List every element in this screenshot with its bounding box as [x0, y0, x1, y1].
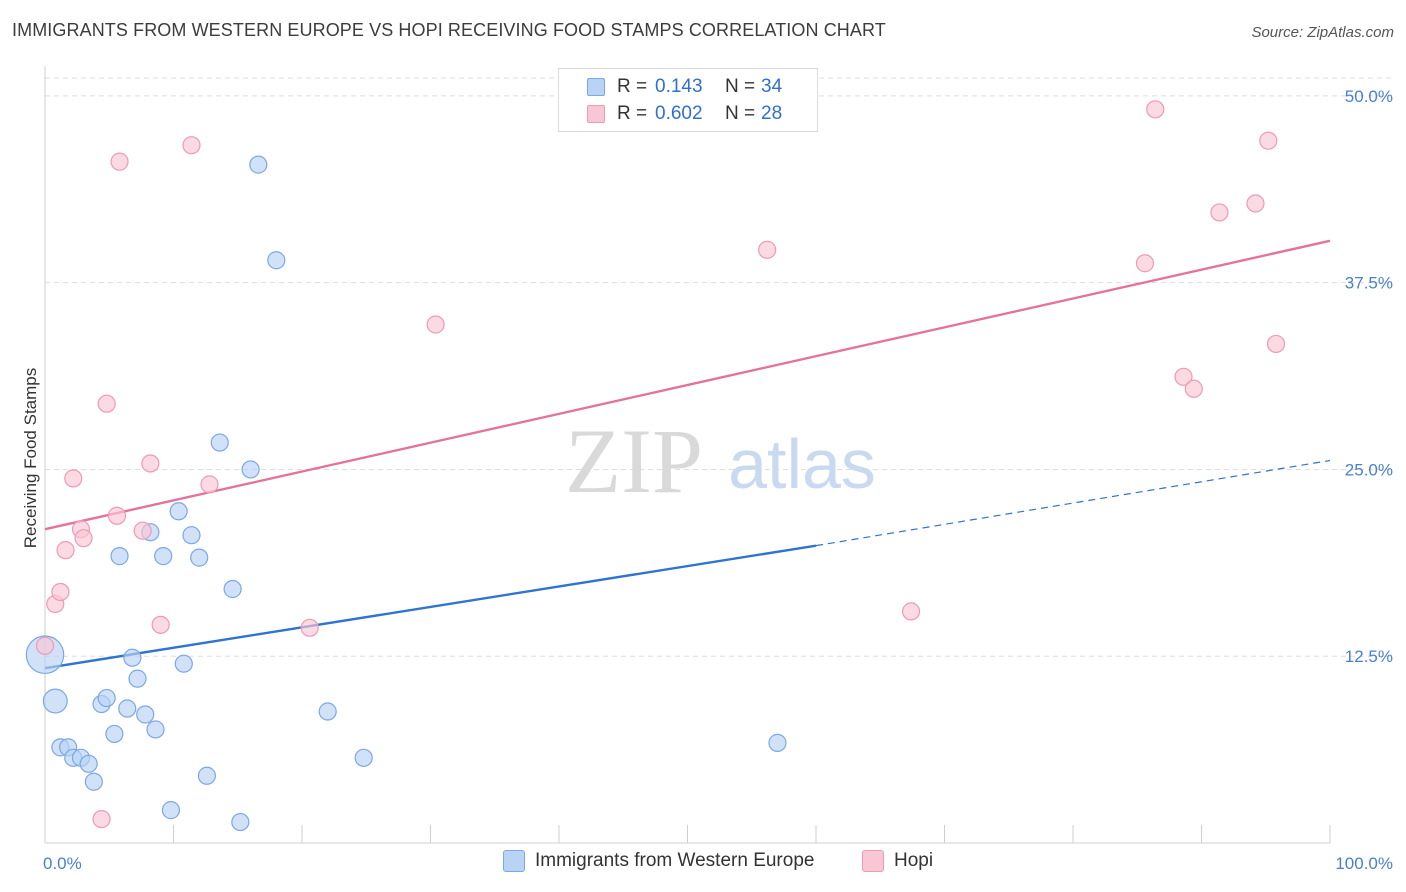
western-europe-point	[249, 155, 268, 174]
legend-n-label: N =	[725, 76, 756, 97]
hopi-point	[35, 636, 55, 655]
hopi-point	[97, 394, 116, 413]
hopi-point	[1184, 379, 1203, 398]
legend-row-pink: R = 0.602 N = 28	[587, 101, 782, 127]
y-tick-label: 50.0%	[1345, 87, 1393, 106]
hopi-point	[1246, 194, 1265, 213]
hopi-point	[182, 136, 201, 155]
legend: R = 0.143 N = 34 R = 0.602 N = 28	[558, 68, 818, 132]
legend-r-value: 0.602	[655, 103, 703, 124]
bottom-legend-swatch-pink	[862, 850, 884, 872]
western-europe-point	[182, 526, 201, 545]
y-tick-labels: 12.5% 25.0% 37.5% 50.0%	[1345, 87, 1393, 666]
watermark: ZIP atlas	[565, 410, 876, 512]
x-tick-label: 0.0%	[43, 854, 82, 873]
y-tick-label: 25.0%	[1345, 460, 1393, 479]
bottom-legend-item-hopi: Hopi	[862, 850, 933, 872]
bottom-legend-label: Hopi	[894, 850, 934, 871]
western-europe-point	[79, 754, 98, 773]
western-europe-point	[169, 502, 188, 521]
western-europe-point	[174, 654, 193, 673]
western-europe-point	[84, 772, 103, 791]
hopi-point	[92, 809, 111, 829]
hopi-point	[110, 152, 129, 171]
legend-r-label: R =	[617, 103, 648, 124]
western-europe-point	[161, 801, 181, 820]
bottom-legend-swatch-blue	[503, 850, 525, 872]
hopi-point	[151, 615, 170, 634]
hopi-point	[56, 541, 75, 560]
hopi-point	[1135, 254, 1155, 273]
x-tick-label: 100.0%	[1335, 854, 1393, 873]
hopi-point	[107, 506, 127, 525]
chart-title: IMMIGRANTS FROM WESTERN EUROPE VS HOPI R…	[12, 20, 886, 40]
hopi-point	[1259, 131, 1278, 150]
western-europe-trend-extension	[815, 459, 1331, 547]
watermark-atlas: atlas	[728, 425, 876, 503]
western-europe-point	[197, 766, 217, 785]
western-europe-point	[241, 460, 260, 479]
hopi-point	[1266, 334, 1286, 354]
legend-n-label: N =	[725, 103, 756, 124]
western-europe-point	[146, 720, 165, 739]
legend-swatch-blue	[587, 78, 605, 96]
western-europe-point	[136, 705, 155, 724]
hopi-point	[133, 521, 152, 540]
western-europe-point	[267, 251, 286, 270]
hopi-point	[426, 315, 445, 334]
western-europe-trend-line	[44, 544, 817, 670]
legend-r-label: R =	[617, 76, 648, 97]
legend-n-value: 28	[761, 103, 783, 124]
hopi-point	[1146, 100, 1165, 119]
western-europe-point	[318, 702, 337, 721]
hopi-point	[1174, 367, 1193, 386]
western-europe-point	[118, 699, 137, 718]
hopi-point	[64, 469, 83, 488]
trend-lines	[44, 239, 1331, 670]
western-europe-point	[210, 433, 229, 452]
y-tick-label: 12.5%	[1345, 647, 1393, 666]
western-europe-point	[97, 688, 116, 708]
western-europe-point	[190, 548, 209, 567]
bottom-legend-item-western-europe: Immigrants from Western Europe	[503, 850, 814, 872]
axes	[44, 66, 1331, 844]
hopi-point	[901, 602, 921, 621]
hopi-point	[200, 475, 219, 494]
western-europe-point	[128, 669, 147, 688]
legend-row-blue: R = 0.143 N = 34	[587, 74, 782, 100]
western-europe-point	[154, 547, 173, 566]
western-europe-point	[42, 688, 68, 714]
legend-swatch-pink	[587, 105, 605, 123]
bottom-legend: Immigrants from Western Europe Hopi	[0, 850, 1406, 878]
hopi-point	[1210, 203, 1229, 222]
source-label: Source: ZipAtlas.com	[1251, 24, 1394, 41]
western-europe-point	[768, 733, 787, 752]
hopi-point	[141, 454, 160, 473]
western-europe-point	[123, 648, 142, 667]
watermark-zip: ZIP	[565, 410, 703, 512]
hopi-point	[51, 582, 70, 602]
hopi-trend-line	[44, 239, 1331, 531]
legend-n-value: 34	[761, 76, 783, 97]
y-axis-label: Receiving Food Stamps	[21, 368, 40, 548]
hopi-point	[758, 240, 777, 259]
bottom-legend-label: Immigrants from Western Europe	[535, 850, 815, 871]
legend-r-value: 0.143	[655, 76, 703, 97]
hopi-point	[300, 618, 319, 637]
grid-lines	[45, 77, 1395, 657]
western-europe-point	[223, 579, 242, 599]
western-europe-point	[231, 812, 250, 832]
data-points	[25, 100, 1286, 832]
hopi-point	[74, 529, 93, 548]
western-europe-point	[110, 547, 129, 566]
y-tick-label: 37.5%	[1345, 274, 1393, 293]
x-tick-labels: 0.0% 100.0%	[43, 854, 1393, 873]
western-europe-point	[105, 724, 124, 744]
western-europe-point	[354, 748, 373, 767]
